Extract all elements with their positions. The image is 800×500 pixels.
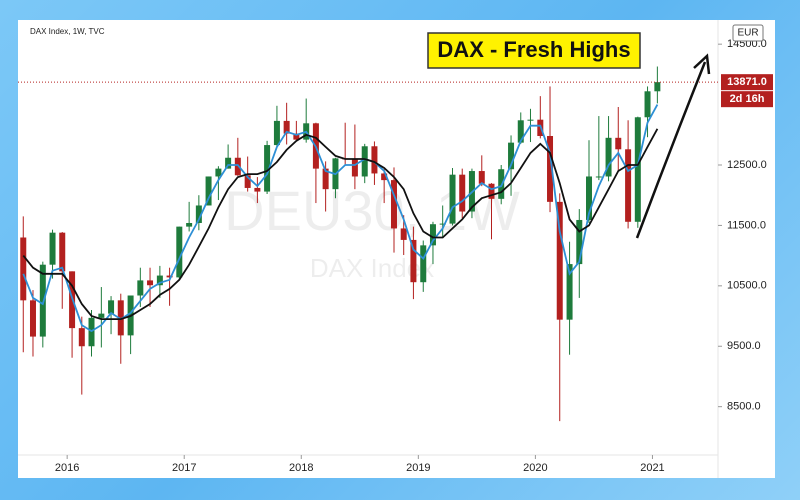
candle-body (547, 136, 554, 202)
candle-body (137, 280, 144, 296)
candle-body (517, 120, 524, 143)
candle-body (390, 180, 397, 229)
currency-box (732, 24, 764, 42)
candle-body (351, 158, 358, 177)
candle-body (605, 137, 612, 177)
candle-body (273, 120, 280, 146)
y-tick-label: 11500.0 (727, 219, 766, 231)
candle-body (586, 176, 593, 220)
candle-body (439, 223, 446, 225)
x-tick-label: 2017 (172, 462, 196, 474)
currency: EUR (737, 28, 758, 39)
candle-body (576, 219, 583, 265)
x-tick-label: 2018 (289, 462, 313, 474)
candle-body (381, 173, 388, 181)
candle-body (186, 223, 193, 227)
moving-average (22, 128, 659, 320)
x-tick-label: 2016 (55, 462, 79, 474)
x-tick-label: 2021 (640, 462, 664, 474)
annotation: DAX - Fresh Highs (437, 37, 630, 62)
candle-body (176, 226, 183, 278)
countdown-box (721, 91, 773, 108)
moving-average (22, 104, 659, 333)
candle-body (215, 168, 222, 177)
candle-body (429, 224, 436, 246)
candle-body (205, 176, 212, 206)
candle-body (400, 228, 407, 240)
candle-body (371, 146, 378, 174)
overlay: DAX - Fresh Highs 13871.0 2d 16h EUR (427, 24, 773, 239)
candle-body (29, 300, 36, 337)
y-tick-label: 9500.0 (727, 340, 761, 352)
last-price-label: 13871.0 (727, 76, 767, 88)
last-price-box (721, 74, 773, 91)
candle-body (449, 174, 456, 224)
candle-body (98, 313, 105, 318)
candle-body (147, 280, 154, 286)
candle-body (59, 232, 66, 272)
candle-body (283, 120, 290, 134)
candle-body (78, 328, 85, 347)
candle-body (166, 275, 173, 278)
candle-body (644, 91, 651, 118)
candle-body (322, 168, 329, 190)
candle-body (49, 232, 56, 265)
chart-panel (18, 20, 775, 478)
candle-body (527, 119, 534, 121)
candle-body (615, 137, 622, 150)
candle-body (595, 176, 602, 178)
candle-body (361, 146, 368, 177)
candle-body (156, 275, 163, 286)
candle-body (264, 145, 271, 192)
candle-body (410, 239, 417, 283)
candle-body (244, 175, 251, 188)
candle-body (254, 187, 261, 192)
x-tick-label: 2019 (406, 462, 430, 474)
candle-body (625, 149, 632, 222)
candle-body (39, 264, 46, 337)
candle-body (634, 117, 641, 222)
candle-body (654, 82, 661, 92)
candle-body (20, 237, 27, 301)
countdown: 2d 16h (730, 93, 765, 105)
candle-body (478, 171, 485, 184)
candle-body (556, 201, 563, 320)
arrow-head (693, 53, 711, 75)
y-tick-label: 10500.0 (727, 280, 767, 292)
x-tick-label: 2020 (523, 462, 547, 474)
candle-body (566, 264, 573, 320)
candle-body (488, 183, 495, 199)
annotation-box (427, 32, 641, 69)
candle-body (459, 174, 466, 212)
y-tick-label: 8500.0 (727, 401, 761, 413)
candle-body (225, 157, 232, 169)
chart-title: DAX Index, 1W, TVC (30, 27, 105, 36)
candle-body (234, 157, 241, 176)
candle-body (195, 205, 202, 223)
y-tick-label: 12500.0 (727, 159, 767, 171)
candle-body (117, 300, 124, 336)
candle-body (108, 300, 115, 314)
trend-arrow (635, 61, 707, 239)
candle-body (293, 133, 300, 140)
candle-body (508, 142, 515, 170)
candle-body (420, 245, 427, 283)
